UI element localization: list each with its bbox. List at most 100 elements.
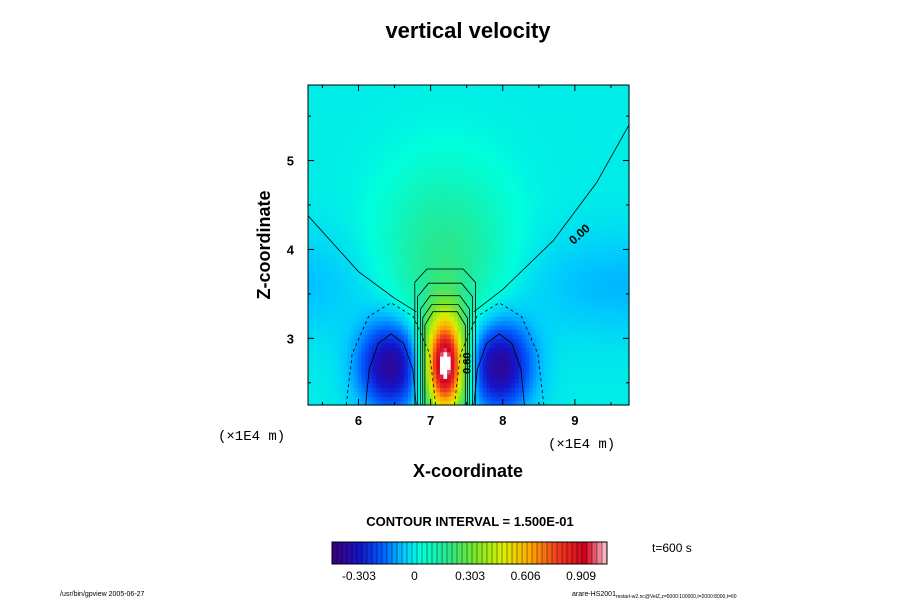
field-cell	[379, 196, 384, 202]
field-cell	[404, 285, 409, 291]
field-cell	[365, 200, 370, 206]
field-cell	[379, 151, 384, 157]
field-cell	[461, 320, 466, 326]
field-cell	[425, 351, 430, 357]
field-cell	[447, 85, 452, 91]
field-cell	[429, 116, 434, 122]
field-cell	[390, 356, 395, 362]
field-cell	[390, 120, 395, 126]
field-cell	[486, 133, 491, 139]
field-cell	[382, 320, 388, 326]
field-cell	[550, 280, 555, 286]
field-cell	[475, 125, 480, 131]
field-cell	[511, 329, 516, 335]
field-cell	[415, 116, 420, 122]
field-cell	[536, 307, 541, 313]
field-cell	[468, 142, 473, 148]
field-cell	[475, 138, 480, 144]
field-cell	[390, 160, 395, 166]
field-cell	[354, 173, 359, 179]
field-cell	[329, 342, 334, 348]
field-cell	[382, 191, 388, 197]
field-cell	[489, 387, 495, 393]
field-cell	[482, 231, 487, 237]
field-cell	[318, 156, 323, 162]
field-cell	[504, 191, 509, 197]
field-cell	[514, 245, 520, 251]
field-cell	[365, 111, 370, 117]
field-cell	[318, 240, 323, 246]
field-cell	[411, 169, 416, 175]
field-cell	[543, 240, 548, 246]
field-cell	[407, 213, 413, 219]
field-cell	[432, 342, 437, 348]
field-cell	[472, 249, 477, 255]
field-cell	[318, 125, 323, 131]
field-cell	[379, 333, 384, 339]
field-cell	[347, 245, 352, 251]
field-cell	[343, 147, 348, 153]
field-cell	[432, 125, 437, 131]
field-cell	[350, 253, 355, 259]
field-cell	[325, 178, 330, 184]
field-cell	[329, 142, 334, 148]
field-cell	[493, 249, 498, 255]
field-cell	[422, 249, 427, 255]
field-cell	[318, 151, 323, 157]
field-cell	[532, 178, 537, 184]
field-cell	[522, 187, 527, 193]
field-cell	[393, 271, 398, 277]
field-cell	[318, 222, 323, 228]
field-cell	[390, 342, 395, 348]
field-cell	[407, 285, 413, 291]
field-cell	[422, 116, 427, 122]
field-cell	[436, 133, 441, 139]
field-cell	[322, 342, 327, 348]
field-cell	[400, 311, 405, 317]
field-cell	[311, 142, 316, 148]
field-cell	[522, 360, 527, 366]
field-cell	[429, 138, 434, 144]
field-cell	[350, 360, 355, 366]
field-cell	[375, 89, 380, 95]
field-cell	[482, 205, 487, 211]
field-cell	[507, 249, 512, 255]
field-cell	[397, 338, 402, 344]
field-cell	[343, 276, 348, 282]
field-cell	[415, 240, 420, 246]
field-cell	[457, 347, 462, 353]
field-cell	[368, 316, 373, 322]
field-cell	[450, 271, 455, 277]
field-cell	[354, 316, 359, 322]
field-cell	[354, 311, 359, 317]
field-cell	[504, 151, 509, 157]
field-cell	[429, 240, 434, 246]
field-cell	[375, 400, 380, 406]
field-cell	[550, 173, 555, 179]
field-cell	[407, 116, 413, 122]
field-cell	[329, 89, 334, 95]
field-cell	[454, 396, 459, 402]
field-cell	[514, 253, 520, 259]
field-cell	[329, 356, 334, 362]
field-cell	[422, 125, 427, 131]
field-cell	[397, 138, 402, 144]
field-cell	[439, 289, 445, 295]
field-cell	[422, 338, 427, 344]
field-cell	[489, 196, 495, 202]
field-cell	[443, 85, 448, 91]
field-cell	[411, 400, 416, 406]
field-cell	[486, 116, 491, 122]
field-cell	[486, 285, 491, 291]
field-cell	[472, 302, 477, 308]
field-cell	[461, 227, 466, 233]
field-cell	[386, 200, 391, 206]
field-cell	[340, 298, 345, 304]
field-cell	[518, 213, 523, 219]
field-cell	[436, 89, 441, 95]
field-cell	[546, 178, 552, 184]
field-cell	[457, 169, 462, 175]
field-cell	[546, 231, 552, 237]
field-cell	[432, 209, 437, 215]
field-cell	[347, 160, 352, 166]
